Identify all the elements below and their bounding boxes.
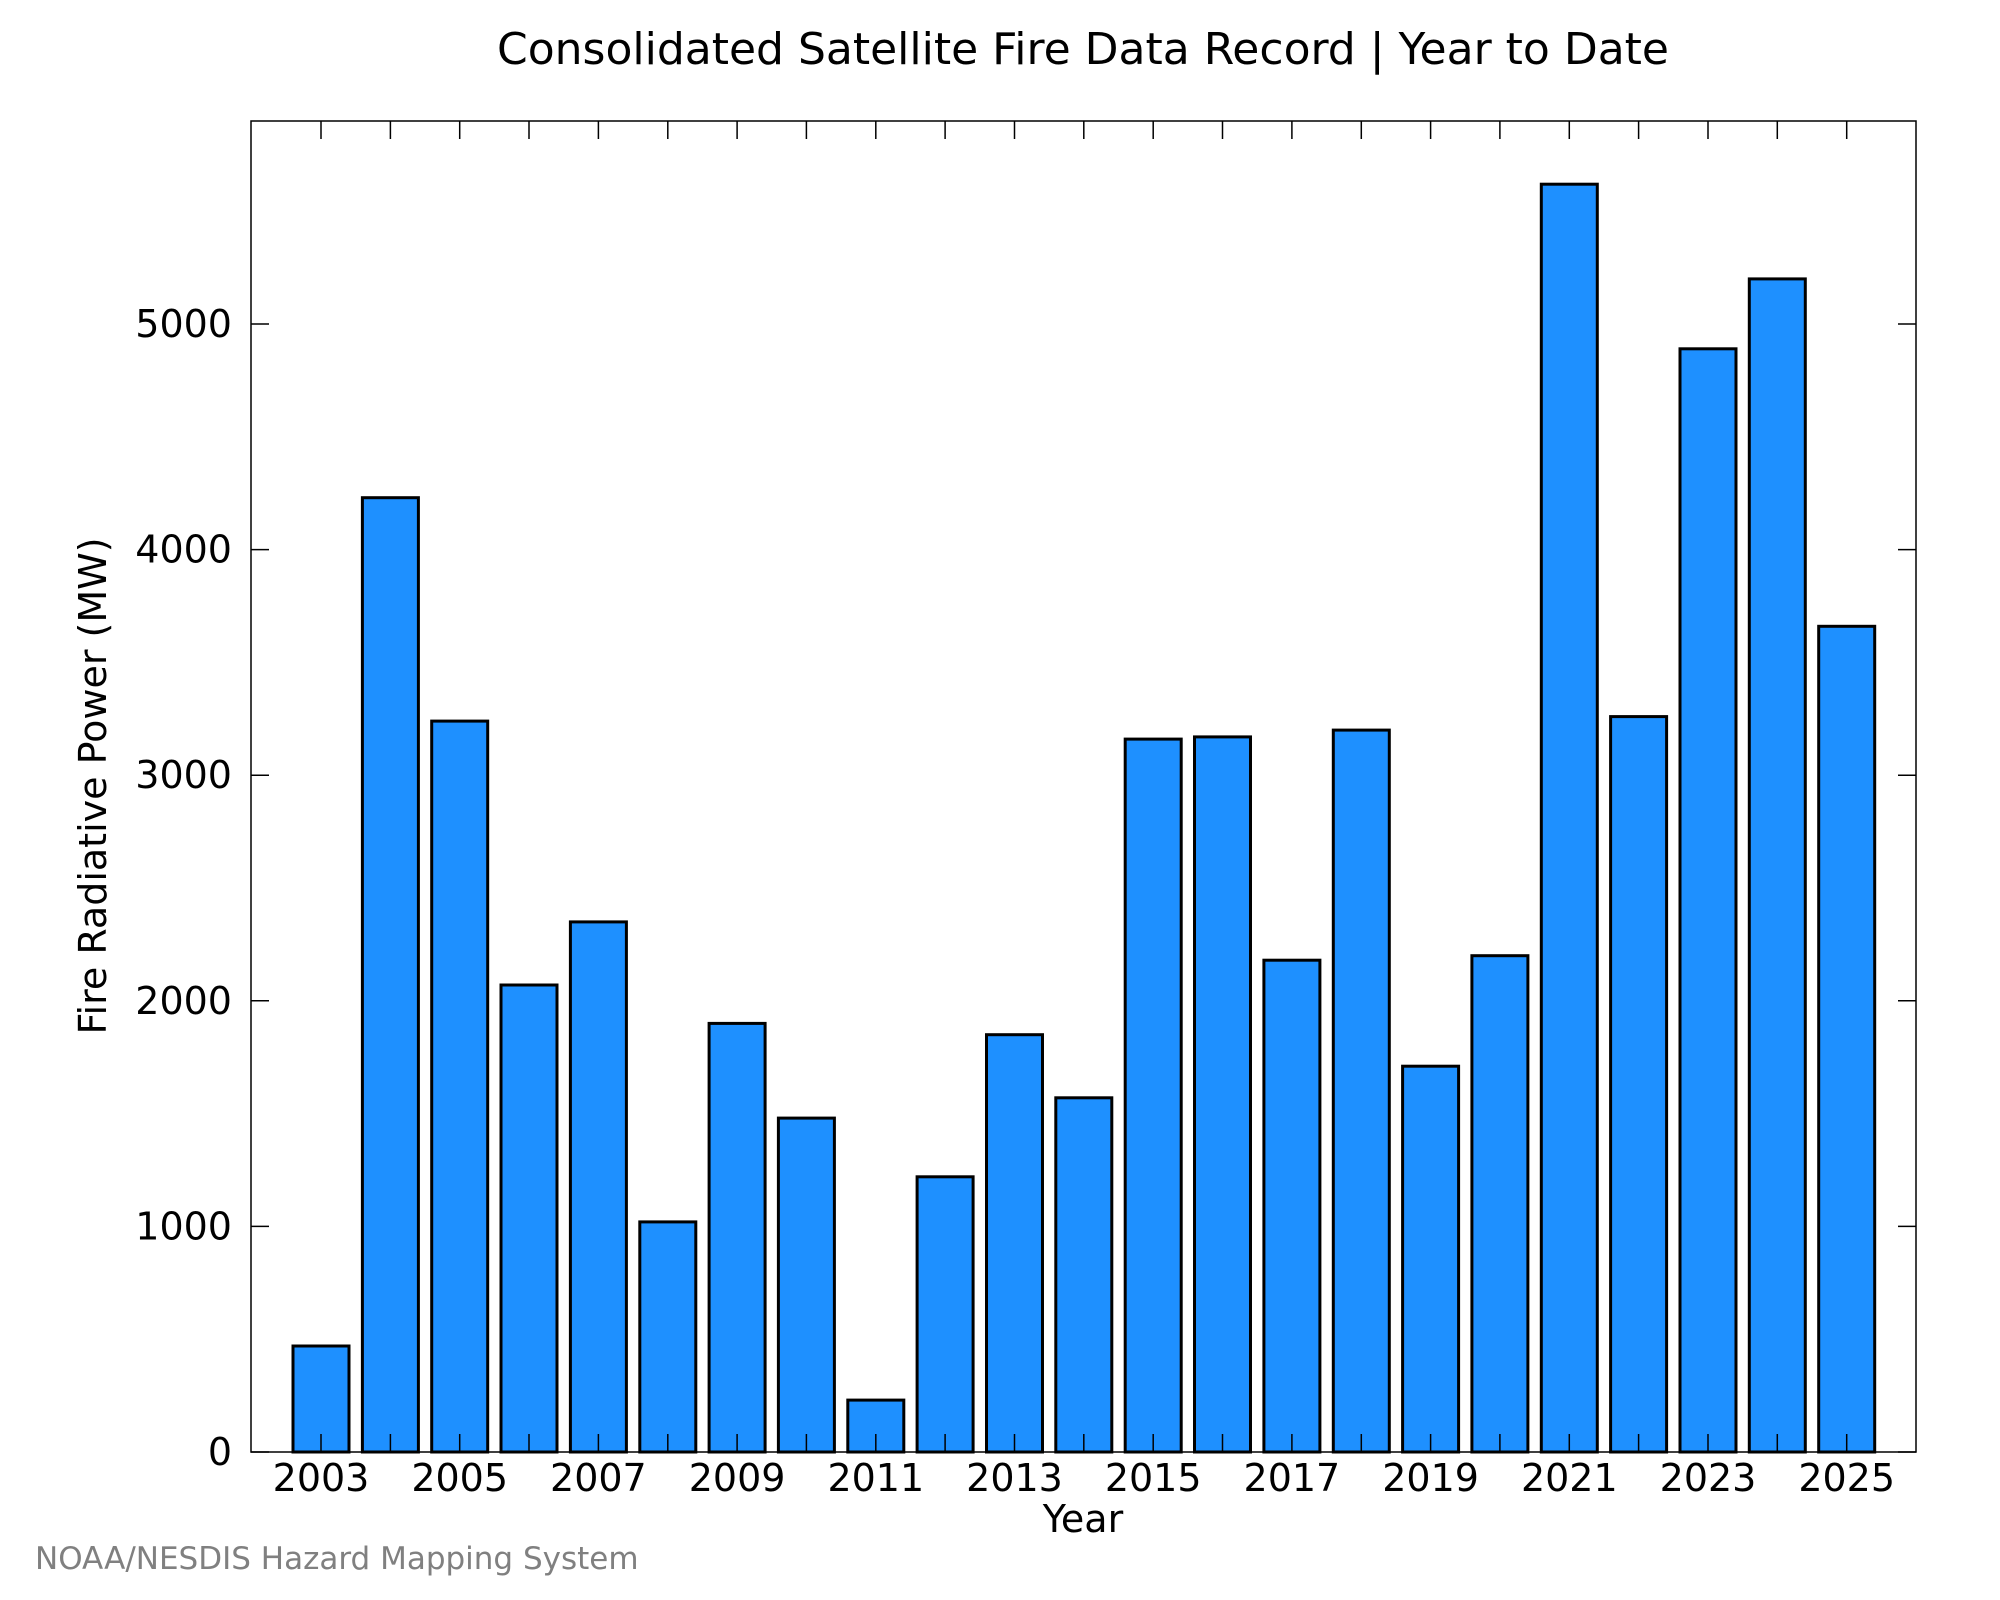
x-tick-label-2009: 2009 xyxy=(689,1456,786,1500)
bar-2015 xyxy=(1123,737,1183,1454)
bar-2019 xyxy=(1401,1064,1461,1454)
chart-title: Consolidated Satellite Fire Data Record … xyxy=(497,24,1669,75)
y-tick-label-1000: 1000 xyxy=(135,1204,232,1248)
x-axis-label: Year xyxy=(1042,1497,1124,1541)
plot-frame xyxy=(250,120,1917,1453)
bars-group xyxy=(291,182,1877,1454)
y-axis-label: Fire Radiative Power (MW) xyxy=(71,537,115,1034)
x-tick-label-2005: 2005 xyxy=(411,1456,508,1500)
bar-2007 xyxy=(568,920,628,1454)
x-tick-label-2017: 2017 xyxy=(1244,1456,1341,1500)
x-tick-label-2025: 2025 xyxy=(1798,1456,1895,1500)
y-tick-labels: 0 1000 2000 3000 4000 5000 xyxy=(135,302,232,1474)
bar-2010 xyxy=(776,1116,836,1454)
bar-2012 xyxy=(915,1175,975,1454)
bar-2016 xyxy=(1193,735,1252,1454)
source-credit: NOAA/NESDIS Hazard Mapping System xyxy=(35,1541,639,1577)
bar-2009 xyxy=(707,1021,767,1454)
bar-2020 xyxy=(1470,954,1530,1454)
y-tick-label-3000: 3000 xyxy=(135,753,232,797)
x-tick-label-2021: 2021 xyxy=(1521,1456,1618,1500)
x-tick-label-2013: 2013 xyxy=(966,1456,1063,1500)
x-tick-label-2015: 2015 xyxy=(1105,1456,1202,1500)
bar-2006 xyxy=(499,983,559,1454)
y-tick-label-0: 0 xyxy=(208,1430,232,1474)
x-tick-label-2019: 2019 xyxy=(1382,1456,1479,1500)
x-tick-label-2003: 2003 xyxy=(273,1456,370,1500)
y-tick-label-5000: 5000 xyxy=(135,302,232,346)
y-tick-label-2000: 2000 xyxy=(135,979,232,1023)
bar-2004 xyxy=(360,496,420,1454)
bar-2008 xyxy=(638,1220,698,1454)
bar-2022 xyxy=(1609,715,1669,1454)
x-tick-label-2023: 2023 xyxy=(1660,1456,1757,1500)
bar-2021 xyxy=(1539,182,1599,1454)
ticks-group xyxy=(251,121,1916,1453)
x-tick-labels: 2003 2005 2007 2009 2011 2013 2015 2017 2019 2021… xyxy=(273,1456,1895,1500)
bar-2018 xyxy=(1331,728,1391,1454)
bar-2017 xyxy=(1262,958,1322,1454)
bar-2013 xyxy=(985,1033,1044,1454)
bar-2023 xyxy=(1678,347,1738,1454)
bar-2014 xyxy=(1054,1096,1114,1454)
y-tick-label-4000: 4000 xyxy=(135,528,232,572)
bar-2025 xyxy=(1817,624,1877,1454)
x-tick-label-2011: 2011 xyxy=(827,1456,924,1500)
x-tick-label-2007: 2007 xyxy=(550,1456,647,1500)
bar-2005 xyxy=(430,719,490,1454)
bar-2024 xyxy=(1747,277,1807,1454)
